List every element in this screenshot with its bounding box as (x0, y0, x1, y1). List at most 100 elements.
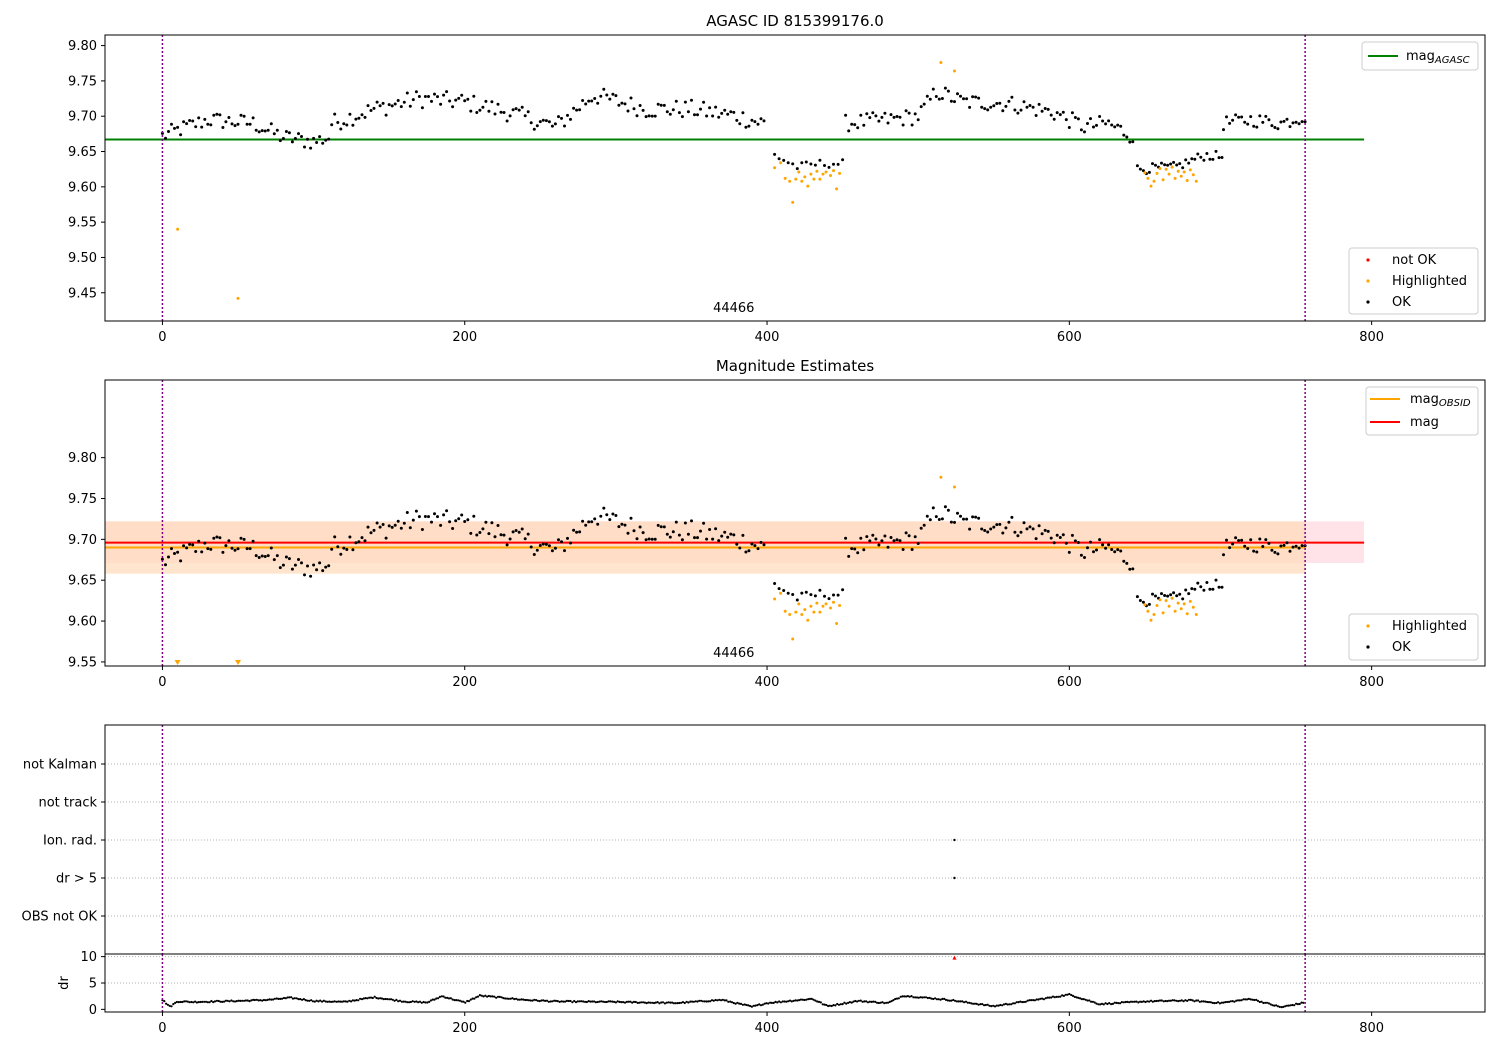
data-point (1288, 549, 1292, 553)
data-point (1182, 170, 1186, 174)
dr-point (778, 1000, 781, 1003)
data-point (414, 90, 418, 94)
data-point (167, 130, 170, 133)
data-point (327, 137, 331, 141)
dr-point (1013, 1002, 1017, 1005)
dr-point (487, 994, 490, 998)
data-point (946, 508, 950, 512)
dr-point (1093, 1001, 1096, 1004)
data-point (532, 127, 536, 131)
dr-point (756, 1004, 759, 1007)
data-point (1046, 107, 1050, 111)
data-point (823, 594, 826, 598)
data-point (1151, 162, 1154, 166)
data-point (493, 112, 497, 116)
legend-mag: mag (1410, 415, 1439, 430)
dr-point (647, 1001, 650, 1004)
dr-point (613, 1000, 616, 1004)
dr-point (812, 998, 815, 1001)
data-point (508, 114, 512, 118)
dr-point (1075, 996, 1078, 999)
data-point (708, 528, 712, 531)
dr-point (495, 996, 498, 999)
dr-point (1267, 1002, 1270, 1005)
dr-point (179, 1000, 182, 1004)
dr-point (807, 998, 810, 1001)
x-tick-label: 400 (755, 330, 780, 345)
data-point (847, 129, 851, 133)
data-point (895, 538, 899, 542)
data-point (173, 126, 176, 130)
y-tick-label: 10 (80, 950, 97, 965)
dr-point (1238, 999, 1241, 1002)
dr-point (830, 1004, 833, 1008)
dr-point (411, 1000, 414, 1003)
dr-point (877, 1001, 881, 1005)
dr-point (473, 997, 476, 1000)
data-point (641, 531, 645, 535)
dr-point (977, 1003, 980, 1006)
data-point (1181, 166, 1185, 170)
data-point (1205, 581, 1209, 584)
data-point (1249, 538, 1253, 542)
data-point (360, 113, 364, 117)
dr-point (814, 999, 817, 1002)
data-point (617, 103, 621, 107)
data-point (1064, 541, 1068, 545)
data-point (191, 119, 195, 123)
dr-point (691, 1000, 694, 1003)
data-point (176, 125, 180, 129)
data-point (439, 523, 443, 527)
data-point (783, 176, 787, 180)
data-point (1172, 160, 1176, 164)
data-point (756, 122, 760, 126)
dr-point (1108, 1002, 1111, 1005)
dr-point (413, 1000, 416, 1003)
data-point (182, 544, 186, 548)
dr-point (881, 1001, 884, 1004)
data-point (794, 177, 798, 181)
data-point (427, 95, 430, 98)
data-point (185, 122, 189, 126)
dr-point (491, 995, 494, 998)
data-point (1158, 167, 1162, 170)
data-point (992, 104, 996, 108)
data-point (638, 104, 642, 107)
dr-point (926, 996, 930, 1000)
dr-point (1293, 1004, 1296, 1007)
data-point (293, 137, 297, 140)
dr-point (623, 1001, 627, 1004)
dr-point (663, 1002, 667, 1005)
dr-point (1186, 999, 1189, 1003)
dr-point (1088, 999, 1091, 1002)
dr-point (986, 1003, 989, 1006)
data-point (1214, 578, 1218, 582)
data-point (1135, 164, 1139, 168)
data-point (272, 558, 276, 562)
dr-point (870, 1000, 873, 1004)
data-point (953, 485, 956, 489)
data-point (998, 101, 1002, 105)
x-tick-label: 200 (452, 1021, 477, 1036)
data-point (472, 514, 476, 518)
dr-point (852, 1000, 855, 1003)
data-point (544, 542, 548, 546)
data-point (1237, 115, 1241, 119)
data-point (1196, 581, 1200, 585)
data-point (451, 105, 455, 109)
dr-point (988, 1004, 991, 1007)
dr-point (1046, 996, 1049, 999)
data-point (517, 530, 521, 534)
dr-point (297, 998, 300, 1001)
data-point (1019, 530, 1023, 534)
legend-mag-obsid: magOBSID (1410, 392, 1471, 409)
data-point (1101, 543, 1105, 547)
data-point (1211, 587, 1215, 591)
data-point (980, 105, 984, 109)
data-point (1135, 595, 1139, 599)
data-point (1104, 122, 1108, 126)
dr-point (172, 1003, 175, 1006)
dr-point (311, 1000, 315, 1003)
dr-point (326, 1000, 329, 1003)
